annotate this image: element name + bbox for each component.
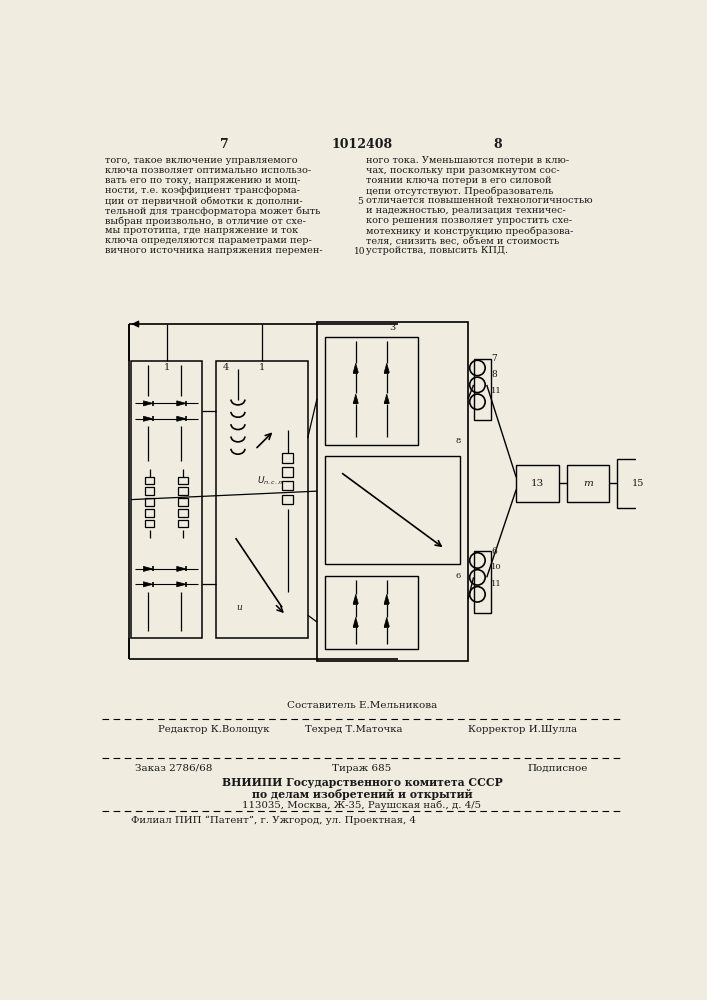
Text: 5: 5 <box>357 197 363 206</box>
Text: 3: 3 <box>390 323 396 332</box>
Text: m: m <box>583 479 592 488</box>
Text: устройства, повысить КПД.: устройства, повысить КПД. <box>366 246 508 255</box>
Text: 11: 11 <box>491 387 502 395</box>
Bar <box>178 509 187 517</box>
Text: тельной для трансформатора может быть: тельной для трансформатора может быть <box>105 206 321 216</box>
Bar <box>178 477 187 484</box>
Text: 8: 8 <box>455 437 460 445</box>
Text: 13: 13 <box>531 479 544 488</box>
Polygon shape <box>384 594 390 604</box>
Text: 10: 10 <box>354 247 366 256</box>
Bar <box>178 487 187 495</box>
Bar <box>317 322 468 661</box>
Bar <box>145 498 154 506</box>
Bar <box>325 337 418 445</box>
Text: тоянии ключа потери в его силовой: тоянии ключа потери в его силовой <box>366 176 551 185</box>
Polygon shape <box>384 394 390 403</box>
Text: Техред Т.Маточка: Техред Т.Маточка <box>305 725 403 734</box>
Bar <box>516 465 559 502</box>
Polygon shape <box>144 416 153 421</box>
Text: чах, поскольку при разомкнутом сос-: чах, поскольку при разомкнутом сос- <box>366 166 559 175</box>
Text: Филиал ПИП “Патент”, г. Ужгород, ул. Проектная, 4: Филиал ПИП “Патент”, г. Ужгород, ул. Про… <box>131 816 416 825</box>
Text: ности, т.е. коэффициент трансформа-: ности, т.е. коэффициент трансформа- <box>105 186 300 195</box>
Text: 7: 7 <box>491 354 497 363</box>
Text: того, такое включение управляемого: того, такое включение управляемого <box>105 156 298 165</box>
Text: теля, снизить вес, объем и стоимость: теля, снизить вес, объем и стоимость <box>366 236 559 245</box>
Text: выбран произвольно, в отличие от схе-: выбран произвольно, в отличие от схе- <box>105 216 306 226</box>
Polygon shape <box>177 401 186 406</box>
Polygon shape <box>384 363 390 373</box>
Bar <box>131 361 202 638</box>
Text: мотехнику и конструкцию преобразова-: мотехнику и конструкцию преобразова- <box>366 226 573 236</box>
Text: 8: 8 <box>491 370 497 379</box>
Bar <box>566 465 609 502</box>
Text: 7: 7 <box>220 138 228 151</box>
Polygon shape <box>354 394 358 403</box>
Text: Редактор К.Волощук: Редактор К.Волощук <box>158 725 269 734</box>
Bar <box>282 467 293 477</box>
Polygon shape <box>144 566 153 571</box>
Polygon shape <box>144 401 153 406</box>
Bar <box>474 551 491 613</box>
Bar <box>282 495 293 504</box>
Text: ции от первичной обмотки к дополни-: ции от первичной обмотки к дополни- <box>105 196 303 206</box>
Bar <box>216 361 308 638</box>
Text: 6: 6 <box>491 547 497 556</box>
Text: Составитель Е.Мельникова: Составитель Е.Мельникова <box>287 701 437 710</box>
Text: и надежностью, реализация техничес-: и надежностью, реализация техничес- <box>366 206 566 215</box>
Text: ного тока. Уменьшаются потери в клю-: ного тока. Уменьшаются потери в клю- <box>366 156 569 165</box>
Polygon shape <box>354 594 358 604</box>
Text: 1012408: 1012408 <box>332 138 392 151</box>
Text: вичного источника напряжения перемен-: вичного источника напряжения перемен- <box>105 246 323 255</box>
Polygon shape <box>354 617 358 627</box>
Bar <box>282 481 293 490</box>
Text: ВНИИПИ Государственного комитета СССР: ВНИИПИ Государственного комитета СССР <box>221 777 503 788</box>
Text: 113035, Москва, Ж-35, Раушская наб., д. 4/5: 113035, Москва, Ж-35, Раушская наб., д. … <box>243 801 481 810</box>
Text: по делам изобретений и открытий: по делам изобретений и открытий <box>252 789 472 800</box>
Bar <box>325 576 418 649</box>
Bar <box>474 359 491 420</box>
Polygon shape <box>177 416 186 421</box>
Text: ключа определяются параметрами пер-: ключа определяются параметрами пер- <box>105 236 312 245</box>
Text: 6: 6 <box>455 572 460 580</box>
Text: Корректор И.Шулла: Корректор И.Шулла <box>468 725 577 734</box>
Text: Подписное: Подписное <box>528 764 588 773</box>
Text: 8: 8 <box>493 138 502 151</box>
Bar <box>617 459 660 508</box>
Bar <box>145 477 154 484</box>
Text: отличается повышенной технологичностью: отличается повышенной технологичностью <box>366 196 592 205</box>
Text: 1: 1 <box>259 363 265 372</box>
Text: Тираж 685: Тираж 685 <box>332 764 392 773</box>
Bar <box>145 487 154 495</box>
Text: кого решения позволяет упростить схе-: кого решения позволяет упростить схе- <box>366 216 572 225</box>
Text: вать его по току, напряжению и мощ-: вать его по току, напряжению и мощ- <box>105 176 300 185</box>
Polygon shape <box>354 363 358 373</box>
Bar <box>178 520 187 527</box>
Text: Заказ 2786/68: Заказ 2786/68 <box>135 764 212 773</box>
Polygon shape <box>144 582 153 587</box>
Bar <box>145 509 154 517</box>
Text: 10: 10 <box>491 563 502 571</box>
Text: u: u <box>237 603 243 612</box>
Text: 15: 15 <box>632 479 644 488</box>
Text: $U_{п.c.л}$: $U_{п.c.л}$ <box>257 474 284 487</box>
Text: 4: 4 <box>223 363 228 372</box>
Bar <box>325 456 460 564</box>
Bar <box>145 520 154 527</box>
Text: 1: 1 <box>163 363 170 372</box>
Polygon shape <box>177 566 186 571</box>
Text: мы прототипа, где напряжение и ток: мы прототипа, где напряжение и ток <box>105 226 298 235</box>
Polygon shape <box>177 582 186 587</box>
Text: 11: 11 <box>491 580 502 588</box>
Bar <box>282 453 293 463</box>
Text: цепи отсутствуют. Преобразователь: цепи отсутствуют. Преобразователь <box>366 186 553 196</box>
Polygon shape <box>384 617 390 627</box>
Bar <box>178 498 187 506</box>
Text: ключа позволяет оптимально использо-: ключа позволяет оптимально использо- <box>105 166 312 175</box>
